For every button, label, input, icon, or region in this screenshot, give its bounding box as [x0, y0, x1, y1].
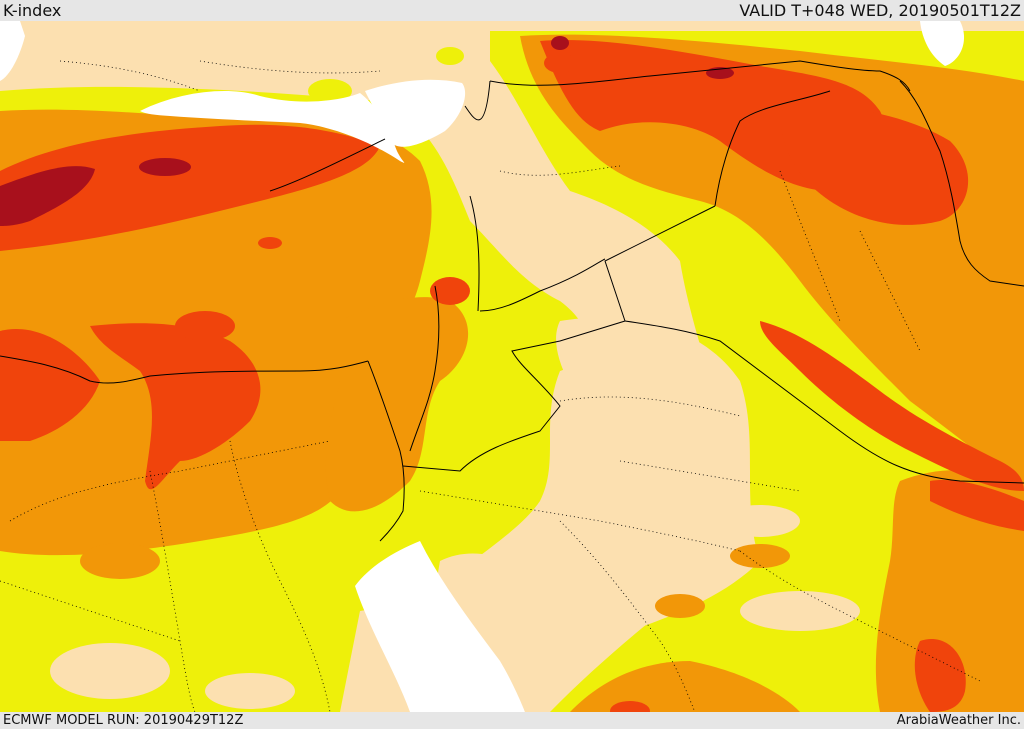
water-bodies: [0, 21, 965, 712]
iskenderun-coast: [365, 79, 466, 147]
valid-time: VALID T+048 WED, 20190501T12Z: [739, 1, 1021, 20]
country-borders: [0, 60, 1024, 542]
contour-level-3: [0, 40, 1024, 712]
credit-label: ArabiaWeather Inc.: [896, 713, 1021, 728]
footer-bar: ECMWF MODEL RUN: 20190429T12Z ArabiaWeat…: [0, 712, 1024, 729]
red-sea: [355, 541, 525, 712]
eastern-mediterranean-north: [140, 91, 405, 163]
admin-boundaries: [0, 60, 981, 712]
caspian-edge: [920, 21, 965, 66]
aegean-coast: [0, 21, 25, 81]
header-bar: K-index VALID T+048 WED, 20190501T12Z: [0, 0, 1024, 21]
model-run-label: ECMWF MODEL RUN: 20190429T12Z: [3, 713, 244, 728]
contour-level-4: [0, 36, 734, 226]
k-index-map[interactable]: [0, 21, 1024, 712]
map-title: K-index: [3, 1, 62, 20]
